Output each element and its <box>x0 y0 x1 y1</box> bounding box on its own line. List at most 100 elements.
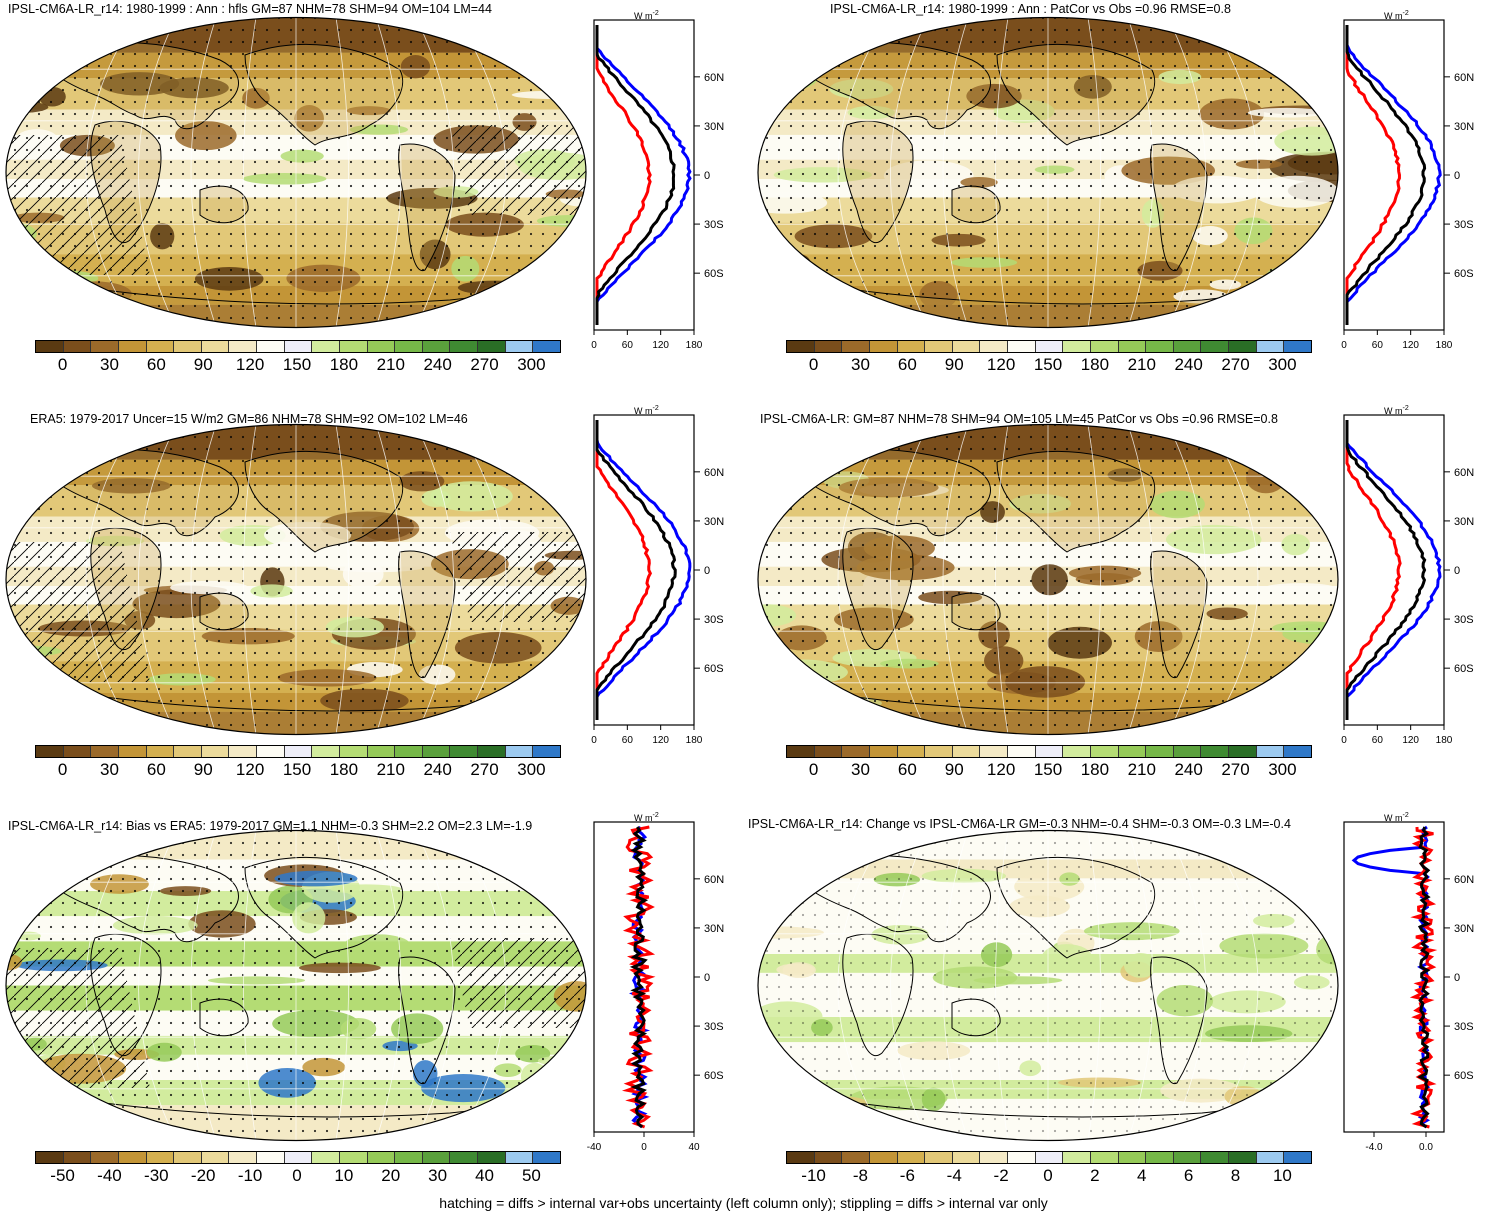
colorbar-tick-label: 120 <box>986 355 1016 374</box>
colorbar-tick-label: 150 <box>1033 760 1063 779</box>
colorbar-swatch <box>1256 746 1285 757</box>
colorbar-swatch <box>1173 1152 1202 1163</box>
mean-zonal-line <box>595 420 677 720</box>
map-anomaly-patch <box>758 650 765 660</box>
colorbar-swatch <box>1035 1152 1064 1163</box>
colorbar-swatch <box>1256 1152 1285 1163</box>
colorbar-tick-label: 210 <box>376 760 405 779</box>
colorbar-tick-label: 270 <box>1221 355 1250 374</box>
colorbar-swatch <box>952 341 981 352</box>
colorbar-swatch <box>63 341 92 352</box>
colorbar-swatch <box>229 1152 257 1163</box>
colorbar-swatch <box>505 746 534 757</box>
colorbar-swatch <box>1284 746 1311 757</box>
graticule-meridian <box>85 17 137 328</box>
colorbar-swatch <box>312 1152 340 1163</box>
lat-label: 30S <box>704 614 724 626</box>
colorbar-swatch <box>952 746 981 757</box>
colorbar-tick-label: 240 <box>423 760 452 779</box>
colorbar-tick-label: 300 <box>517 760 546 779</box>
panel-title-2: IPSL-CM6A-LR_r14: 1980-1999 : Ann : PatC… <box>830 2 1231 16</box>
lat-label: 60S <box>1454 268 1474 280</box>
obs-zonal-line <box>595 25 692 325</box>
graticule-meridian <box>890 17 929 328</box>
colorbar-tick-label: 270 <box>1221 760 1250 779</box>
zonal-x-label: 0 <box>641 1142 647 1153</box>
colorbar-swatch <box>869 1152 898 1163</box>
colorbar-tick-label: 60 <box>146 355 166 374</box>
map-panel-6 <box>757 829 1339 1142</box>
graticule-meridian <box>1127 830 1154 1141</box>
colorbar-swatch <box>952 1152 981 1163</box>
colorbar-swatch <box>174 1152 202 1163</box>
colorbar-swatch <box>1008 341 1036 352</box>
graticule-meridian <box>837 17 889 328</box>
colorbar-tick-label: 40 <box>475 1166 494 1185</box>
colorbar-swatch <box>450 746 478 757</box>
graticule-meridian <box>455 17 507 328</box>
zonal-x-label: 180 <box>686 340 703 351</box>
colorbar-tick-label: 4 <box>1137 1166 1147 1185</box>
colorbar-tick-label: 20 <box>381 1166 401 1185</box>
colorbar-swatch <box>925 341 953 352</box>
map-border <box>5 829 587 1142</box>
lat-label: 60N <box>1454 874 1474 886</box>
zonal-unit-exponent: -2 <box>653 10 659 17</box>
graticule-meridian <box>415 830 454 1141</box>
graticule-meridian <box>415 424 454 735</box>
colorbar-swatch <box>422 1152 451 1163</box>
graticule-meridian <box>85 830 137 1141</box>
colorbar-tick-label: 210 <box>1127 760 1156 779</box>
colorbar-tick-label: 120 <box>235 355 265 374</box>
colorbar-tick-label: 30 <box>428 1166 448 1185</box>
colorbar-swatch <box>1063 746 1091 757</box>
colorbar-swatch <box>1063 341 1091 352</box>
hatching-overlay <box>6 135 150 275</box>
zonal-x-label: 0 <box>1341 735 1347 746</box>
zonal-frame <box>593 414 695 726</box>
graticule-meridian <box>85 424 137 735</box>
colorbar-swatch <box>814 1152 843 1163</box>
graticule-meridian <box>375 17 402 328</box>
map-anomaly-patch <box>6 244 46 274</box>
colorbar-swatch <box>201 341 230 352</box>
colorbar-tick-label: -30 <box>144 1166 169 1185</box>
map-field <box>6 424 586 735</box>
colorbar-tick-label: 30 <box>99 355 119 374</box>
lat-label: 30N <box>704 923 724 935</box>
model-zonal-line <box>595 25 652 325</box>
colorbar-3 <box>35 745 561 758</box>
zonal-x-label: 60 <box>1372 340 1384 351</box>
hatching-overlay <box>450 125 586 215</box>
hatching-overlay <box>6 948 150 1088</box>
colorbar-swatch <box>118 341 147 352</box>
colorbar-swatch <box>842 1152 870 1163</box>
colorbar-tick-label: 180 <box>1080 355 1110 374</box>
lat-label: 60S <box>704 268 724 280</box>
colorbar-swatch <box>478 746 506 757</box>
mean-zonal-line <box>595 25 676 325</box>
graticule-meridian <box>243 17 257 328</box>
colorbar-swatch <box>787 341 815 352</box>
hatching-overlay <box>6 542 150 682</box>
map-panel-5 <box>5 829 587 1142</box>
graticule-meridian <box>190 424 217 735</box>
map-border <box>5 16 587 329</box>
colorbar-swatch <box>63 746 92 757</box>
graticule-meridian <box>890 424 929 735</box>
lat-label: 0 <box>1454 972 1460 984</box>
colorbar-swatch <box>312 341 340 352</box>
map-anomaly-patch <box>6 870 53 897</box>
graticule-meridian <box>1207 830 1259 1141</box>
graticule-meridian <box>335 424 349 735</box>
colorbar-tick-label: 150 <box>1033 355 1063 374</box>
colorbar-tick-label: 300 <box>1268 760 1297 779</box>
graticule-meridian <box>138 424 177 735</box>
graticule-meridian <box>243 424 257 735</box>
zonal-unit-exponent: -2 <box>1403 812 1409 819</box>
colorbar-tick-label: -10 <box>801 1166 826 1185</box>
model-zonal-line <box>621 825 656 1129</box>
graticule-meridian <box>1087 424 1101 735</box>
zonal-x-label: 180 <box>1436 735 1453 746</box>
colorbar-swatch <box>1035 746 1064 757</box>
